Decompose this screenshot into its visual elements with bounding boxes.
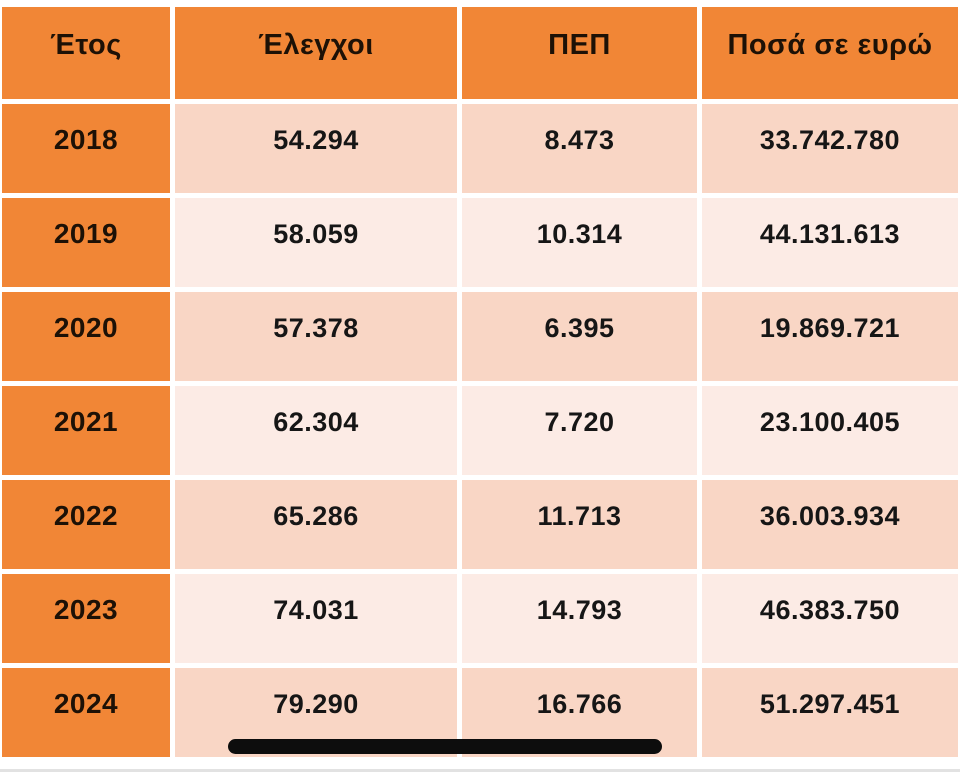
year-cell: 2019 (2, 198, 170, 287)
amount-value: 36.003.934 (759, 501, 901, 531)
column-header-amount-label: Ποσά σε ευρώ (727, 29, 933, 61)
amount-cell: 36.003.934 (702, 480, 958, 569)
black-marker-bar (228, 739, 662, 754)
year-cell: 2022 (2, 480, 170, 569)
checks-cell: 58.059 (175, 198, 457, 287)
year-value: 2024 (53, 688, 119, 719)
amount-cell: 23.100.405 (702, 386, 958, 475)
checks-value: 54.294 (273, 125, 359, 155)
amount-cell: 51.297.451 (702, 668, 958, 757)
checks-cell: 57.378 (175, 292, 457, 381)
checks-value: 58.059 (273, 219, 359, 249)
pep-value: 6.395 (544, 313, 615, 343)
pep-cell: 14.793 (462, 574, 697, 663)
checks-value: 62.304 (273, 407, 359, 437)
year-value: 2018 (53, 124, 119, 155)
amount-cell: 33.742.780 (702, 104, 958, 193)
amount-value: 33.742.780 (759, 125, 901, 155)
pep-cell: 7.720 (462, 386, 697, 475)
column-header-checks-label: Έλεγχοι (258, 29, 374, 61)
column-header-pep-label: ΠΕΠ (548, 29, 611, 61)
amount-value: 23.100.405 (759, 407, 901, 437)
amount-value: 19.869.721 (759, 313, 901, 343)
pep-cell: 10.314 (462, 198, 697, 287)
checks-cell: 74.031 (175, 574, 457, 663)
column-header-checks: Έλεγχοι (175, 7, 457, 99)
pep-value: 8.473 (544, 125, 615, 155)
bottom-edge-line (0, 769, 960, 772)
pep-cell: 8.473 (462, 104, 697, 193)
checks-cell: 62.304 (175, 386, 457, 475)
column-header-pep: ΠΕΠ (462, 7, 697, 99)
pep-value: 7.720 (544, 407, 615, 437)
year-cell: 2023 (2, 574, 170, 663)
amount-cell: 44.131.613 (702, 198, 958, 287)
year-cell: 2021 (2, 386, 170, 475)
pep-value: 10.314 (536, 219, 623, 249)
checks-value: 57.378 (273, 313, 359, 343)
checks-value: 74.031 (273, 595, 359, 625)
year-value: 2019 (53, 218, 119, 249)
amount-cell: 19.869.721 (702, 292, 958, 381)
pep-value: 14.793 (536, 595, 623, 625)
checks-cell: 65.286 (175, 480, 457, 569)
amount-value: 51.297.451 (759, 689, 901, 719)
year-cell: 2020 (2, 292, 170, 381)
checks-value: 79.290 (273, 689, 359, 719)
amount-cell: 46.383.750 (702, 574, 958, 663)
year-value: 2022 (53, 500, 119, 531)
amount-value: 46.383.750 (759, 595, 901, 625)
column-header-amount: Ποσά σε ευρώ (702, 7, 958, 99)
year-value: 2021 (53, 406, 119, 437)
amount-value: 44.131.613 (759, 219, 901, 249)
year-cell: 2024 (2, 668, 170, 757)
year-value: 2023 (53, 594, 119, 625)
data-table: Έτος Έλεγχοι ΠΕΠ Ποσά σε ευρώ 2018 54.29… (2, 7, 958, 757)
checks-cell: 54.294 (175, 104, 457, 193)
pep-cell: 6.395 (462, 292, 697, 381)
pep-cell: 11.713 (462, 480, 697, 569)
year-cell: 2018 (2, 104, 170, 193)
year-value: 2020 (53, 312, 119, 343)
pep-value: 16.766 (536, 689, 623, 719)
column-header-year-label: Έτος (50, 29, 122, 61)
pep-value: 11.713 (537, 501, 622, 531)
column-header-year: Έτος (2, 7, 170, 99)
checks-value: 65.286 (273, 501, 359, 531)
